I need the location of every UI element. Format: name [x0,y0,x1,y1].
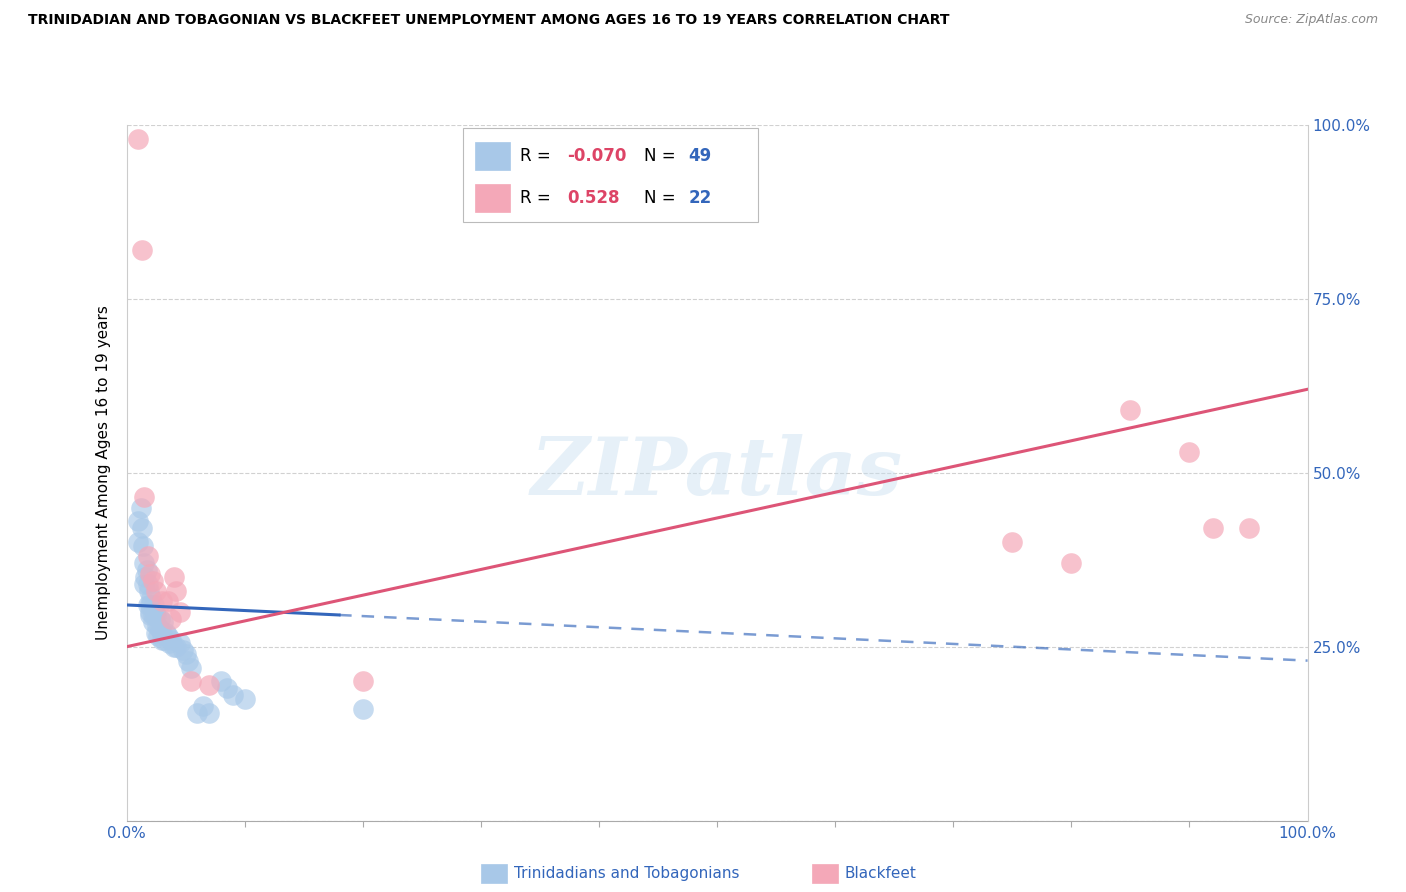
Point [134,490,156,504]
Point [198,678,221,692]
Point [150,625,173,640]
Point [163,570,186,584]
Point [157,636,180,650]
Point [146,619,169,633]
Point [1202,521,1225,535]
Point [145,625,167,640]
Point [169,636,191,650]
Point [148,629,170,643]
Point [160,612,183,626]
Point [165,584,187,599]
Point [352,674,374,689]
Text: N =: N = [644,189,681,207]
Point [209,674,232,689]
Point [153,632,176,647]
Point [233,692,256,706]
Point [174,647,197,661]
Point [131,521,153,535]
Point [145,584,167,599]
Text: 0.528: 0.528 [567,189,620,207]
Point [139,566,162,581]
Text: 49: 49 [689,147,711,165]
Text: N =: N = [644,147,681,165]
Point [143,605,166,619]
Point [186,706,208,720]
Text: Source: ZipAtlas.com: Source: ZipAtlas.com [1244,13,1378,27]
FancyBboxPatch shape [463,128,758,222]
Point [352,702,374,716]
Point [127,535,149,549]
Point [160,632,183,647]
Point [145,608,167,623]
Point [150,594,173,608]
Point [177,654,200,668]
Point [139,605,162,619]
Point [1178,445,1201,459]
Point [1060,556,1083,570]
Point [1001,535,1024,549]
Point [127,515,149,529]
Point [180,660,202,674]
Point [142,598,165,612]
FancyBboxPatch shape [481,863,506,883]
FancyBboxPatch shape [475,142,510,170]
Point [139,608,162,623]
FancyBboxPatch shape [811,863,838,883]
Text: R =: R = [520,189,555,207]
Point [156,594,179,608]
Point [136,577,159,591]
Point [134,577,156,591]
Text: ZIPatlas: ZIPatlas [531,434,903,511]
Point [149,623,172,637]
Point [1119,403,1142,417]
Point [131,243,153,257]
Point [169,605,191,619]
Point [136,598,159,612]
Point [127,132,149,146]
Text: R =: R = [520,147,555,165]
Text: 22: 22 [689,189,711,207]
Point [141,591,163,605]
Text: Trinidadians and Tobagonians: Trinidadians and Tobagonians [515,866,740,881]
Text: Blackfeet: Blackfeet [845,866,917,881]
Point [156,629,179,643]
Point [1237,521,1260,535]
Point [193,698,215,713]
Y-axis label: Unemployment Among Ages 16 to 19 years: Unemployment Among Ages 16 to 19 years [96,305,111,640]
Point [138,584,160,599]
Point [135,563,157,577]
Text: -0.070: -0.070 [567,147,627,165]
Point [139,598,162,612]
Point [134,570,156,584]
Point [134,556,156,570]
Point [149,612,172,626]
Point [163,640,186,654]
Point [222,689,245,703]
Text: TRINIDADIAN AND TOBAGONIAN VS BLACKFEET UNEMPLOYMENT AMONG AGES 16 TO 19 YEARS C: TRINIDADIAN AND TOBAGONIAN VS BLACKFEET … [28,13,949,28]
Point [180,674,202,689]
Point [215,681,238,696]
Point [198,706,221,720]
Point [132,539,155,553]
Point [129,500,152,515]
FancyBboxPatch shape [475,184,510,212]
Point [141,574,163,588]
Point [152,615,174,630]
Point [155,625,177,640]
Point [141,608,163,623]
Point [136,549,159,564]
Point [141,615,163,630]
Point [172,643,194,657]
Point [165,640,187,654]
Point [150,632,173,647]
